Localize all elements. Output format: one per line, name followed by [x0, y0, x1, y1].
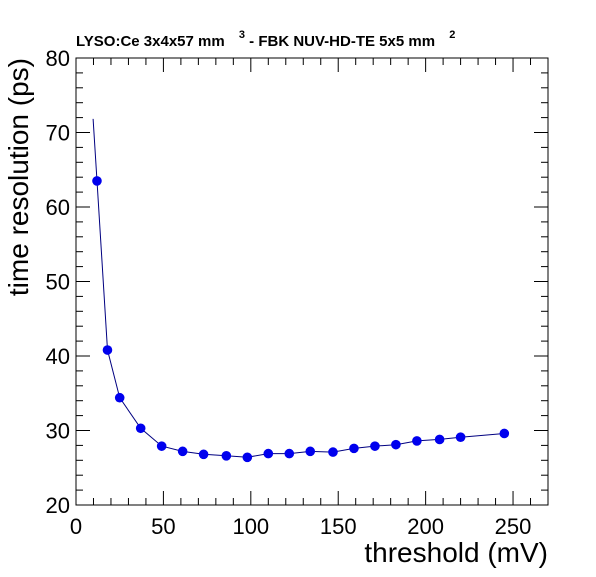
chart-title-main: LYSO:Ce 3x4x57 mm	[76, 33, 225, 50]
axis-tick-labels: 0 50 100 150 200 250 20 30 40 50 60 70 80	[46, 46, 532, 539]
chart-title-superscript-3: 3	[239, 29, 245, 41]
data-point	[135, 423, 146, 434]
x-tick-label: 150	[320, 514, 357, 539]
plot-area-border	[75, 57, 549, 506]
data-point	[242, 452, 253, 463]
data-point	[156, 441, 167, 451]
data-point	[434, 434, 445, 445]
data-point	[198, 449, 209, 460]
data-point	[177, 446, 188, 457]
chart-title-superscript-2: 2	[449, 29, 455, 41]
plot-frame	[75, 57, 549, 506]
y-tick-label: 70	[46, 121, 70, 146]
y-tick-label: 20	[46, 493, 70, 518]
x-tick-label: 0	[70, 514, 82, 539]
data-point	[412, 436, 422, 446]
y-tick-label: 60	[46, 195, 70, 220]
data-point	[114, 392, 125, 403]
data-point	[499, 428, 510, 439]
y-tick-label: 80	[46, 46, 70, 71]
data-point	[102, 345, 113, 355]
data-point	[455, 432, 466, 443]
axis-ticks	[75, 57, 549, 506]
data-series	[92, 118, 510, 463]
data-point	[284, 448, 295, 459]
x-tick-label: 200	[407, 514, 444, 539]
data-point	[92, 176, 102, 186]
chart-title-sensor: - FBK NUV-HD-TE 5x5 mm	[249, 33, 435, 50]
y-tick-label: 30	[46, 419, 70, 444]
y-tick-label: 40	[46, 344, 70, 369]
y-tick-label: 50	[46, 270, 70, 295]
data-point	[263, 448, 274, 459]
series-line	[92, 118, 505, 458]
data-point	[305, 446, 316, 457]
data-point	[328, 447, 338, 457]
data-point	[391, 439, 401, 450]
data-point	[221, 451, 232, 461]
chart-title: LYSO:Ce 3x4x57 mm 3 - FBK NUV-HD-TE 5x5 …	[76, 25, 455, 50]
x-tick-label: 100	[232, 514, 269, 539]
x-tick-label: 250	[495, 514, 532, 539]
x-axis-title: threshold (mV)	[364, 537, 548, 568]
y-axis-title: time resolution (ps)	[3, 58, 34, 296]
data-point	[349, 443, 359, 454]
x-tick-label: 50	[151, 514, 175, 539]
data-point	[370, 441, 380, 451]
